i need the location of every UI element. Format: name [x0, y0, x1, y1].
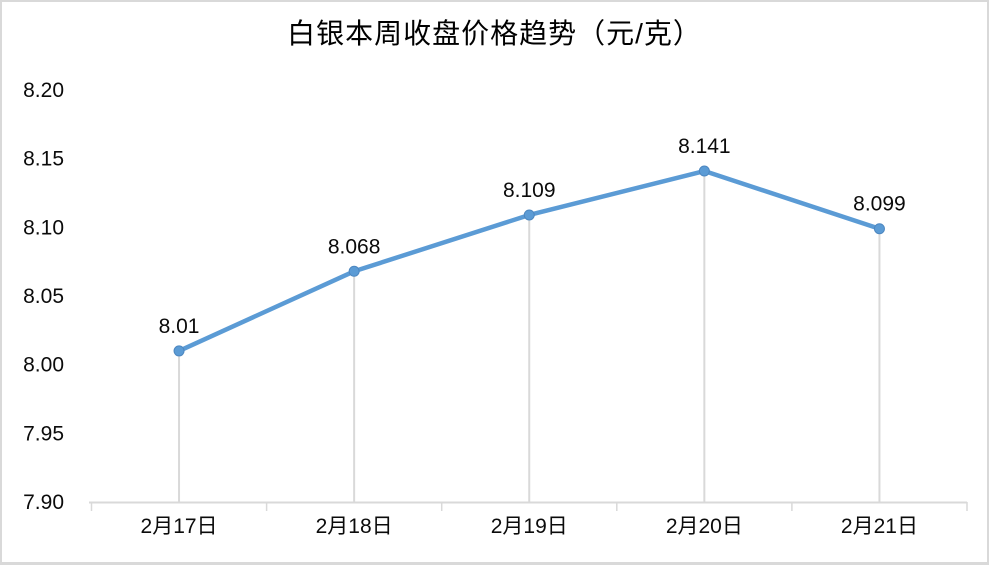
y-axis-tick-label: 7.95 — [23, 422, 64, 445]
data-point-label: 8.01 — [159, 315, 200, 338]
data-point-label: 8.099 — [853, 193, 906, 216]
data-point-marker — [873, 223, 885, 235]
x-axis-tick-label: 2月17日 — [141, 515, 218, 538]
data-point-marker — [698, 165, 710, 177]
data-point-marker — [348, 265, 360, 277]
y-axis-tick-label: 8.05 — [23, 285, 64, 308]
data-point-label: 8.068 — [328, 235, 381, 258]
y-axis-tick-label: 7.90 — [23, 491, 64, 514]
x-axis-tick-label: 2月18日 — [316, 515, 393, 538]
y-axis-tick-label: 8.15 — [23, 148, 64, 171]
x-axis-tick-label: 2月21日 — [841, 515, 918, 538]
y-axis-tick-label: 8.20 — [23, 79, 64, 102]
x-axis-tick-label: 2月20日 — [666, 515, 743, 538]
x-axis-tick-label: 2月19日 — [491, 515, 568, 538]
y-axis-tick-label: 8.00 — [23, 354, 64, 377]
data-point-label: 8.141 — [678, 135, 731, 158]
data-point-marker — [523, 209, 535, 221]
data-point-marker — [173, 345, 185, 357]
data-point-label: 8.109 — [503, 179, 556, 202]
chart-title: 白银本周收盘价格趋势（元/克） — [287, 18, 702, 49]
y-axis-tick-label: 8.10 — [23, 216, 64, 239]
